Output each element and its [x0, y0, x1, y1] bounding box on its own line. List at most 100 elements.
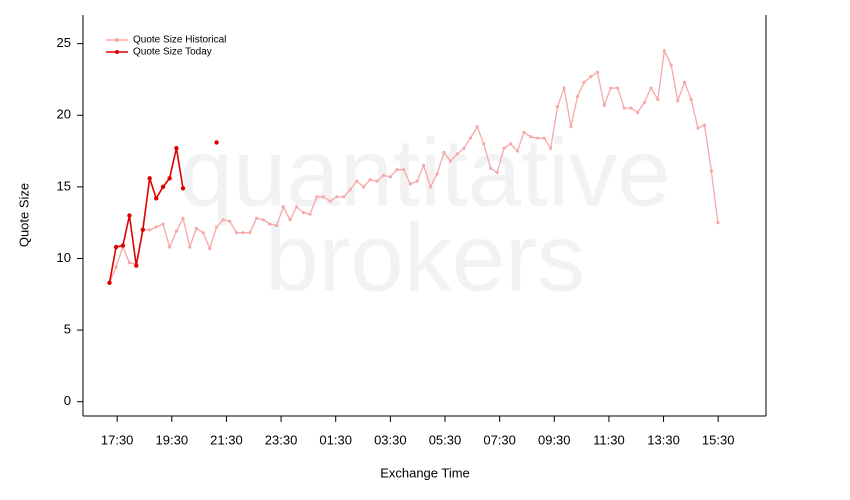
point: [174, 145, 179, 151]
point: [127, 261, 132, 265]
point: [388, 175, 392, 179]
point: [194, 226, 198, 230]
y-axis-label: Quote Size: [16, 183, 31, 247]
point: [448, 159, 453, 163]
point: [188, 245, 192, 249]
point: [368, 178, 372, 182]
point: [428, 185, 433, 189]
legend-label: Quote Size Historical: [133, 35, 226, 46]
y-tick-label: 10: [57, 250, 71, 265]
point: [180, 186, 186, 191]
point: [529, 135, 533, 139]
y-tick-label: 25: [57, 35, 71, 50]
point: [502, 146, 506, 150]
point: [662, 49, 666, 53]
point: [288, 218, 292, 222]
point: [248, 231, 252, 235]
point: [408, 182, 412, 186]
point: [542, 136, 546, 140]
watermark: brokers: [265, 204, 585, 311]
point: [495, 170, 499, 175]
point: [622, 106, 626, 110]
point: [676, 99, 680, 103]
y-tick-label: 20: [57, 107, 71, 122]
x-tick-label: 19:30: [156, 432, 189, 447]
point: [475, 125, 479, 129]
point: [342, 195, 346, 199]
point: [508, 142, 513, 146]
x-tick-label: 17:30: [101, 432, 134, 447]
point: [295, 205, 299, 209]
point: [201, 231, 205, 235]
y-tick-label: 15: [57, 178, 71, 193]
point: [562, 86, 566, 90]
point: [422, 163, 426, 167]
point: [716, 221, 720, 225]
legend-marker: [115, 38, 119, 42]
legend-marker: [115, 50, 119, 54]
point: [415, 179, 419, 183]
x-tick-label: 05:30: [429, 432, 462, 447]
point: [275, 223, 279, 228]
point: [281, 205, 285, 209]
point: [127, 213, 132, 218]
y-tick-label: 5: [64, 322, 71, 337]
point: [208, 246, 212, 251]
point: [241, 231, 245, 235]
x-tick-label: 03:30: [374, 432, 407, 447]
point: [482, 142, 486, 146]
point: [582, 80, 586, 84]
point: [328, 199, 332, 203]
x-tick-label: 11:30: [593, 432, 625, 447]
x-tick-label: 21:30: [210, 432, 243, 447]
point: [569, 125, 573, 129]
point: [555, 105, 560, 109]
x-axis-label: Exchange Time: [380, 465, 470, 480]
point: [154, 225, 158, 229]
point: [214, 140, 219, 145]
point: [161, 222, 165, 226]
point: [348, 188, 352, 192]
point: [315, 195, 319, 199]
point: [228, 219, 232, 223]
point: [107, 280, 112, 286]
point: [616, 86, 620, 90]
point: [702, 123, 707, 127]
watermark: quantitative: [179, 119, 670, 226]
point: [515, 149, 519, 153]
point: [120, 243, 126, 248]
point: [221, 218, 225, 222]
point: [381, 173, 386, 177]
x-tick-label: 01:30: [319, 432, 352, 447]
point: [402, 168, 406, 172]
point: [549, 146, 553, 150]
x-tick-label: 23:30: [265, 432, 298, 447]
point: [462, 146, 466, 150]
point: [134, 263, 139, 268]
point: [535, 136, 539, 140]
point: [642, 100, 647, 104]
x-tick-label: 07:30: [483, 432, 516, 447]
point: [489, 166, 493, 170]
point: [148, 228, 152, 232]
x-tick-label: 13:30: [647, 432, 680, 447]
point: [114, 265, 118, 269]
point: [234, 231, 239, 235]
point: [181, 216, 185, 220]
point: [435, 172, 439, 176]
point: [214, 225, 219, 229]
point: [635, 110, 640, 114]
point: [455, 152, 459, 156]
point: [575, 95, 580, 99]
point: [468, 136, 472, 140]
point: [595, 70, 600, 74]
point: [589, 74, 593, 79]
point: [254, 216, 259, 220]
point: [629, 106, 633, 110]
point: [696, 126, 700, 130]
x-tick-label: 09:30: [538, 432, 571, 447]
point: [609, 86, 613, 90]
point: [395, 168, 399, 172]
point: [649, 86, 653, 90]
point: [154, 196, 159, 201]
